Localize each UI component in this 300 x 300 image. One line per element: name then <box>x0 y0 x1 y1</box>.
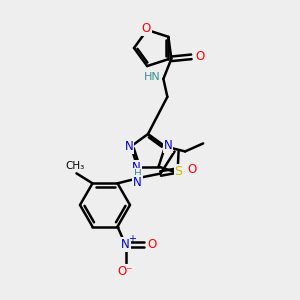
Text: O: O <box>142 22 151 35</box>
Text: O: O <box>196 50 205 63</box>
Text: N: N <box>121 238 130 251</box>
Text: S: S <box>175 165 183 178</box>
Text: N: N <box>133 176 142 189</box>
Text: HN: HN <box>144 72 161 82</box>
Text: +: + <box>128 234 136 244</box>
Text: O: O <box>187 163 196 176</box>
Text: O⁻: O⁻ <box>118 265 133 278</box>
Text: N: N <box>164 139 172 152</box>
Text: N: N <box>132 161 141 174</box>
Text: H: H <box>134 169 142 178</box>
Text: CH₃: CH₃ <box>65 161 84 171</box>
Text: N: N <box>124 140 133 153</box>
Text: O: O <box>148 238 157 251</box>
